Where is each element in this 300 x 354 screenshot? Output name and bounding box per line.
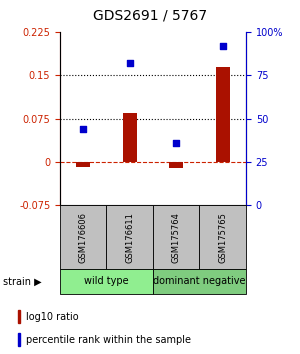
Bar [153, 269, 246, 294]
Bar [169, 162, 183, 168]
Text: GDS2691 / 5767: GDS2691 / 5767 [93, 9, 207, 23]
Point [128, 60, 132, 66]
Text: GSM175764: GSM175764 [172, 212, 181, 263]
Bar [60, 205, 106, 269]
Bar [123, 113, 137, 162]
Text: percentile rank within the sample: percentile rank within the sample [26, 335, 190, 346]
Bar [17, 310, 20, 323]
Text: wild type: wild type [84, 276, 129, 286]
Bar [200, 205, 246, 269]
Text: dominant negative: dominant negative [153, 276, 246, 286]
Bar [17, 333, 20, 346]
Text: log10 ratio: log10 ratio [26, 312, 78, 322]
Point [81, 126, 86, 132]
Bar [153, 205, 200, 269]
Text: GSM176611: GSM176611 [125, 212, 134, 263]
Point [174, 140, 178, 146]
Bar [216, 67, 230, 162]
Text: strain ▶: strain ▶ [3, 276, 42, 286]
Text: GSM175765: GSM175765 [218, 212, 227, 263]
Bar [76, 162, 90, 167]
Text: GSM176606: GSM176606 [79, 212, 88, 263]
Point [220, 43, 225, 48]
Bar [60, 269, 153, 294]
Bar [106, 205, 153, 269]
